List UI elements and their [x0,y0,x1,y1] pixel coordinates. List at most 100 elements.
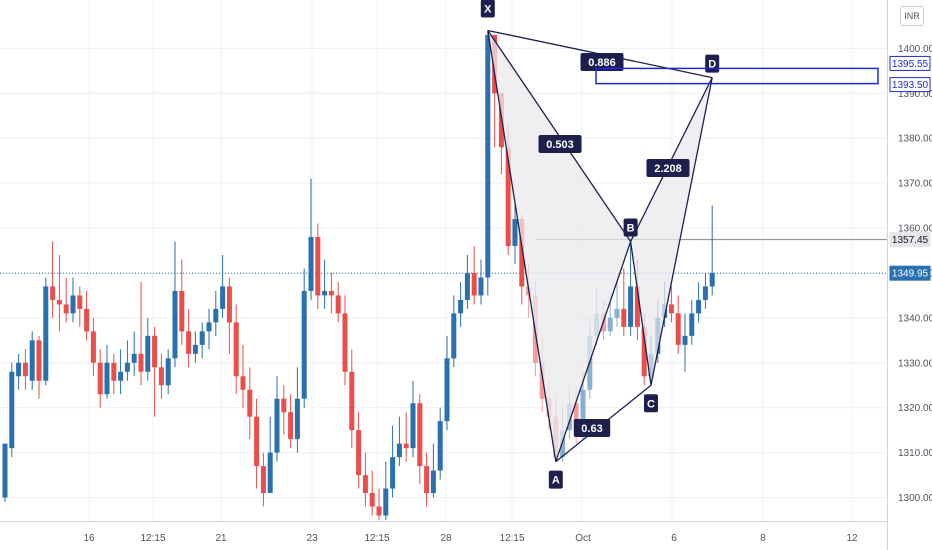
candle [335,281,341,323]
candle [97,349,103,408]
candle-body [539,362,545,399]
x-tick-label: 12:15 [140,533,165,544]
pattern-leg-xa [487,30,557,462]
ratio-label-bg [538,135,582,153]
candle [172,241,178,368]
candle-body [165,358,171,386]
candle [356,412,362,489]
x-tick-label: 12 [846,533,858,544]
candle-body [641,326,647,377]
candle-body [369,493,375,507]
candle [485,30,491,296]
candle-body [668,304,674,314]
x-tick-label: 6 [671,533,677,544]
candle [696,281,702,323]
candle-body [580,389,586,431]
candle-body [220,286,226,309]
candle [709,205,715,296]
y-tick-label: 1370.00 [898,179,932,190]
price-tag: 1357.45 [889,232,931,248]
y-tick-label: 1390.00 [898,89,932,100]
candle-body [696,299,702,314]
pattern-leg-bc [629,241,652,386]
candle [260,452,266,507]
candle-body [383,488,389,516]
price-tag-bg [889,55,931,71]
candle-body [702,286,708,300]
ratio-label-text: 0.503 [546,139,574,151]
candle [2,443,8,503]
candle-body [301,290,307,399]
candle-body [362,475,368,494]
currency-badge[interactable]: INR [900,6,924,26]
candle [437,407,443,480]
x-tick-label: 12:15 [364,533,389,544]
candle [56,255,62,332]
ratio-label: 2.208 [646,159,690,177]
ratio-label: 0.63 [573,419,611,437]
candle [349,349,355,449]
candle [165,349,171,395]
candle-body [430,470,436,494]
price-tag-bg [889,77,931,93]
candle-body [56,299,62,305]
candle-body [315,237,321,296]
candle-body [2,443,8,498]
candle-body [322,290,328,296]
candle-body [709,272,715,287]
pattern-leg-ab [555,241,632,462]
ratio-label-bg [573,419,611,437]
price-tag: 1395.55 [889,55,931,71]
candle-body [158,367,164,386]
candle [131,331,137,377]
candle [111,353,117,395]
x-tick-label: 23 [306,533,318,544]
y-tick-label: 1400.00 [898,44,932,55]
price-tag-text: 1395.55 [892,59,929,70]
candle-body [152,335,158,368]
candle-body [16,362,22,377]
pattern-point-b: B [623,218,638,237]
candle-body [186,331,192,354]
candle [342,295,348,386]
candle [186,308,192,368]
candle-body [410,403,416,449]
candle [464,255,470,309]
candle [471,246,477,305]
price-tag: 1393.50 [889,77,931,93]
candle [410,380,416,458]
candle [621,268,627,336]
ratio-label-text: 0.886 [588,57,616,69]
candle-body [505,147,511,247]
pattern-point-d: D [705,54,720,73]
candle [668,286,674,323]
candle [104,344,110,399]
candle-body [104,362,110,395]
candle-body [172,290,178,359]
candle [424,452,430,507]
candle-body [267,452,273,494]
candle [512,201,518,264]
candle-body [573,403,579,431]
candle [158,353,164,399]
candle-body [274,398,280,453]
candle-body [675,313,681,345]
candle [444,335,450,431]
candle-body [614,308,620,318]
candle-body [308,237,314,291]
candle [206,308,212,350]
candle-body [335,295,341,314]
point-label-text: D [708,59,716,71]
candle-body [226,286,232,323]
candle-body [424,466,430,494]
candle-body [254,416,260,467]
candle [145,317,151,381]
candle-body [621,308,627,327]
candle-body [213,308,219,323]
candle-body [233,322,239,377]
point-label-text: X [484,3,492,15]
candle [213,290,219,336]
candle-body [512,219,518,247]
candle [16,353,22,390]
